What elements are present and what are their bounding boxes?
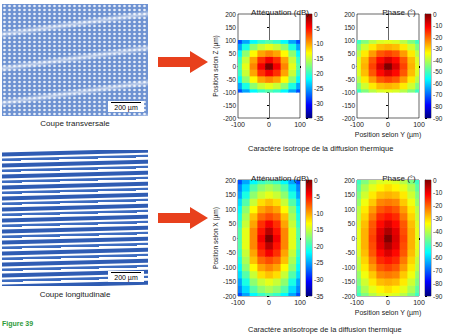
svg-text:100: 100 (344, 206, 355, 213)
svg-text:200: 200 (344, 177, 355, 184)
svg-text:Position selon Y (µm): Position selon Y (µm) (355, 131, 421, 139)
svg-text:-200: -200 (342, 292, 355, 300)
svg-text:-15: -15 (314, 55, 324, 62)
svg-text:-60: -60 (433, 254, 443, 261)
svg-text:-25: -25 (314, 259, 324, 266)
svg-text:Caractère isotrope de la diffu: Caractère isotrope de la diffusion therm… (248, 144, 393, 153)
svg-text:-150: -150 (342, 102, 355, 109)
svg-text:-150: -150 (223, 278, 236, 285)
svg-text:100: 100 (225, 37, 236, 44)
html-text:Coupe longitudinale: Coupe longitudinale (39, 290, 111, 299)
svg-text:-40: -40 (433, 228, 443, 235)
svg-text:-20: -20 (314, 70, 324, 77)
svg-text:-5: -5 (314, 193, 320, 200)
svg-text:-30: -30 (314, 276, 324, 283)
svg-text:-15: -15 (314, 226, 324, 233)
svg-text:Caractère anisotrope de la dif: Caractère anisotrope de la diffusion the… (248, 325, 402, 334)
svg-text:100: 100 (225, 206, 236, 213)
svg-text:Phase (°): Phase (°) (382, 8, 416, 17)
svg-text:-100: -100 (350, 299, 364, 306)
svg-text:Position selon Y (µm): Position selon Y (µm) (355, 309, 421, 317)
svg-text:-35: -35 (314, 115, 324, 122)
svg-text:-10: -10 (433, 22, 443, 29)
svg-text:50: 50 (348, 50, 356, 57)
svg-text:0: 0 (433, 11, 437, 18)
svg-text:-100: -100 (342, 89, 355, 96)
svg-text:-70: -70 (433, 91, 443, 98)
svg-text:-150: -150 (342, 278, 355, 285)
svg-text:Phase (°): Phase (°) (382, 174, 416, 183)
svg-text:-90: -90 (433, 115, 443, 122)
svg-text:-200: -200 (223, 292, 236, 300)
html-text:Figure 39: Figure 39 (2, 320, 34, 327)
svg-text:50: 50 (348, 220, 356, 227)
svg-text:-10: -10 (314, 210, 324, 217)
svg-text:0: 0 (433, 177, 437, 184)
svg-text:-100: -100 (223, 89, 236, 96)
svg-text:100: 100 (413, 121, 425, 128)
html-text:200 µm: 200 µm (114, 274, 138, 281)
svg-text:0: 0 (386, 299, 390, 306)
svg-text:200: 200 (344, 11, 355, 18)
svg-text:-30: -30 (314, 100, 324, 107)
svg-text:150: 150 (225, 191, 236, 198)
svg-text:-30: -30 (433, 215, 443, 222)
svg-text:0: 0 (386, 121, 390, 128)
svg-text:-100: -100 (231, 121, 245, 128)
svg-text:100: 100 (294, 121, 306, 128)
svg-text:-100: -100 (231, 299, 245, 306)
svg-text:Position selon X (µm): Position selon X (µm) (212, 207, 220, 269)
svg-text:-150: -150 (223, 102, 236, 109)
svg-text:50: 50 (229, 50, 237, 57)
svg-text:-50: -50 (433, 241, 443, 248)
svg-text:-80: -80 (433, 280, 443, 287)
svg-text:0: 0 (232, 63, 236, 70)
svg-text:-200: -200 (223, 114, 236, 122)
svg-text:0: 0 (314, 11, 318, 18)
svg-text:-200: -200 (342, 114, 355, 122)
svg-text:100: 100 (294, 299, 306, 306)
svg-text:-100: -100 (342, 264, 355, 271)
svg-text:50: 50 (229, 220, 237, 227)
svg-text:0: 0 (267, 299, 271, 306)
svg-text:-100: -100 (223, 264, 236, 271)
svg-text:-25: -25 (314, 85, 324, 92)
svg-text:0: 0 (351, 235, 355, 242)
svg-text:-10: -10 (314, 40, 324, 47)
svg-text:-50: -50 (227, 249, 237, 256)
html-text:200 µm: 200 µm (114, 104, 138, 111)
svg-text:Position selon Z (µm): Position selon Z (µm) (212, 35, 220, 97)
svg-text:-80: -80 (433, 103, 443, 110)
svg-text:0: 0 (267, 121, 271, 128)
svg-text:-20: -20 (314, 243, 324, 250)
svg-text:-10: -10 (433, 189, 443, 196)
svg-text:-5: -5 (314, 25, 320, 32)
svg-text:0: 0 (232, 235, 236, 242)
svg-text:150: 150 (344, 24, 355, 31)
svg-text:-50: -50 (227, 76, 237, 83)
svg-text:200: 200 (225, 177, 236, 184)
svg-text:0: 0 (351, 63, 355, 70)
html-text:Coupe transversale: Coupe transversale (40, 119, 110, 128)
svg-text:-50: -50 (346, 76, 356, 83)
svg-text:Atténuation (dB): Atténuation (dB) (251, 174, 309, 183)
svg-text:-60: -60 (433, 80, 443, 87)
svg-text:150: 150 (225, 24, 236, 31)
svg-text:-40: -40 (433, 57, 443, 64)
svg-text:200: 200 (225, 11, 236, 18)
svg-text:-35: -35 (314, 293, 324, 300)
svg-text:-20: -20 (433, 202, 443, 209)
svg-text:-50: -50 (433, 68, 443, 75)
svg-text:150: 150 (344, 191, 355, 198)
svg-text:-100: -100 (350, 121, 364, 128)
svg-text:Atténuation (dB): Atténuation (dB) (251, 8, 309, 17)
svg-text:-20: -20 (433, 34, 443, 41)
svg-text:100: 100 (344, 37, 355, 44)
svg-text:-90: -90 (433, 293, 443, 300)
svg-text:0: 0 (314, 177, 318, 184)
svg-text:-30: -30 (433, 45, 443, 52)
svg-text:-70: -70 (433, 267, 443, 274)
svg-text:100: 100 (413, 299, 425, 306)
svg-text:-50: -50 (346, 249, 356, 256)
